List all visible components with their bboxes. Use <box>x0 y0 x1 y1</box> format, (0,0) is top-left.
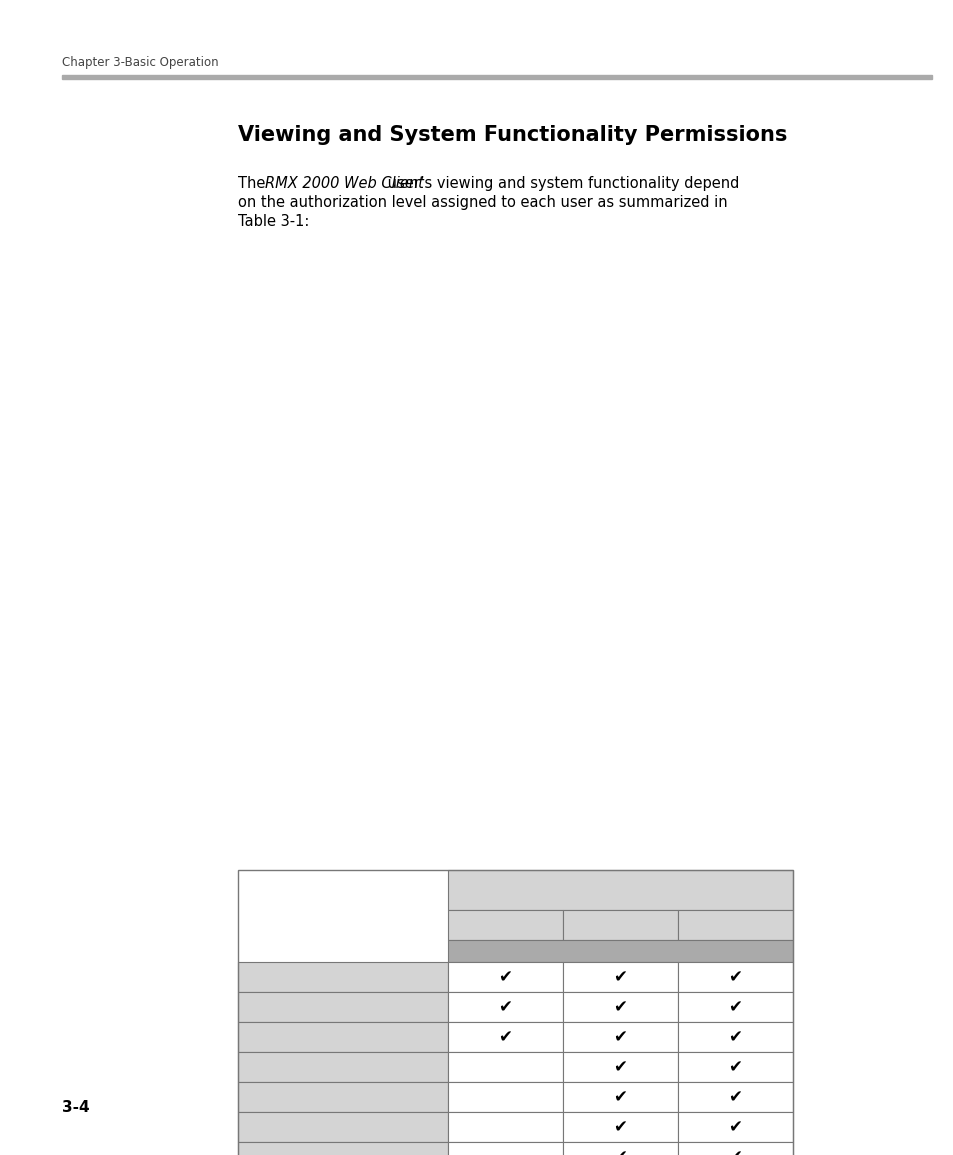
Bar <box>448 1052 562 1082</box>
Text: The: The <box>237 176 270 191</box>
Text: ✔: ✔ <box>613 998 626 1016</box>
Bar <box>678 1112 792 1142</box>
Text: ✔: ✔ <box>613 1118 626 1137</box>
Text: ✔: ✔ <box>613 968 626 986</box>
Bar <box>237 992 448 1022</box>
Text: RMX 2000 Web Client: RMX 2000 Web Client <box>265 176 423 191</box>
Text: Viewing and System Functionality Permissions: Viewing and System Functionality Permiss… <box>237 125 786 146</box>
Bar <box>448 1082 562 1112</box>
Bar <box>237 1052 448 1082</box>
Bar <box>237 1082 448 1112</box>
Text: ✔: ✔ <box>613 1028 626 1046</box>
Bar <box>678 1142 792 1155</box>
Bar <box>62 75 931 79</box>
Bar <box>562 1112 678 1142</box>
Bar <box>562 1082 678 1112</box>
Text: ✔: ✔ <box>613 1088 626 1106</box>
Text: Table 3-1:: Table 3-1: <box>237 214 309 229</box>
Text: ✔: ✔ <box>613 1058 626 1076</box>
Text: ✔: ✔ <box>727 1058 741 1076</box>
Bar <box>562 910 678 940</box>
Text: ✔: ✔ <box>613 1148 626 1155</box>
Text: ✔: ✔ <box>727 1148 741 1155</box>
Bar <box>448 1112 562 1142</box>
Text: ✔: ✔ <box>727 1028 741 1046</box>
Bar <box>562 1142 678 1155</box>
Bar <box>448 940 792 962</box>
Bar <box>448 992 562 1022</box>
Bar <box>562 1052 678 1082</box>
Bar <box>562 992 678 1022</box>
Text: ✔: ✔ <box>727 998 741 1016</box>
Text: ✔: ✔ <box>497 998 512 1016</box>
Bar <box>562 1022 678 1052</box>
Text: ✔: ✔ <box>727 1118 741 1137</box>
Bar <box>678 1052 792 1082</box>
Bar <box>237 1022 448 1052</box>
Bar <box>678 1082 792 1112</box>
Text: ✔: ✔ <box>497 1028 512 1046</box>
Bar <box>237 1142 448 1155</box>
Bar <box>448 1142 562 1155</box>
Text: ✔: ✔ <box>727 1088 741 1106</box>
Bar <box>678 910 792 940</box>
Bar <box>237 1112 448 1142</box>
Text: user’s viewing and system functionality depend: user’s viewing and system functionality … <box>382 176 739 191</box>
Bar <box>448 910 562 940</box>
Bar <box>237 870 792 1155</box>
Bar <box>678 962 792 992</box>
Bar <box>678 992 792 1022</box>
Bar <box>562 962 678 992</box>
Bar <box>237 962 448 992</box>
Bar <box>448 1022 562 1052</box>
Bar <box>678 1022 792 1052</box>
Bar <box>448 962 562 992</box>
Text: 3-4: 3-4 <box>62 1100 90 1115</box>
Text: ✔: ✔ <box>497 968 512 986</box>
Text: ✔: ✔ <box>727 968 741 986</box>
Text: on the authorization level assigned to each user as summarized in: on the authorization level assigned to e… <box>237 195 727 210</box>
Text: Chapter 3-Basic Operation: Chapter 3-Basic Operation <box>62 55 218 69</box>
Bar <box>448 870 792 910</box>
